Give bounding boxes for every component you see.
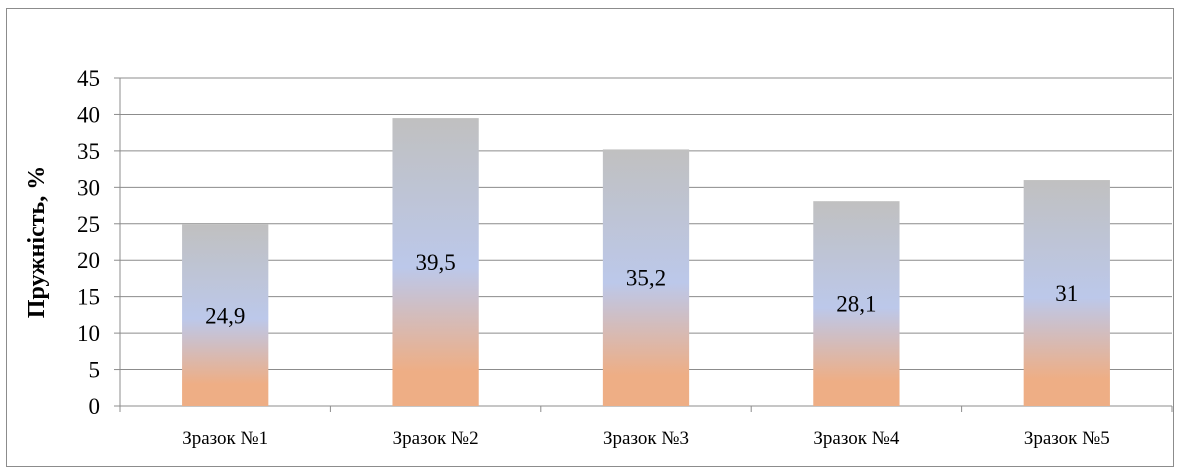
x-tick-label: Зразок №5 <box>1024 428 1110 449</box>
y-tick-label: 35 <box>77 139 100 164</box>
data-label: 31 <box>1055 281 1078 306</box>
data-label: 39,5 <box>415 250 455 275</box>
data-label: 24,9 <box>205 303 245 328</box>
y-tick-label: 40 <box>77 102 100 127</box>
data-label: 28,1 <box>836 292 876 317</box>
y-tick-label: 0 <box>89 394 101 419</box>
y-tick-label: 15 <box>77 285 100 310</box>
bar <box>1023 180 1110 406</box>
y-tick-label: 10 <box>77 321 100 346</box>
y-tick-label: 30 <box>77 175 100 200</box>
bar <box>392 118 479 406</box>
bar <box>813 201 900 406</box>
y-axis-title: Пружність, % <box>24 166 50 318</box>
data-labels: 24,9 39,5 35,2 28,1 31 <box>205 250 1078 328</box>
data-label: 35,2 <box>626 266 666 291</box>
y-tick-label: 25 <box>77 212 100 237</box>
bar <box>182 224 269 406</box>
y-tick-label: 45 <box>77 66 100 91</box>
x-tick-label: Зразок №3 <box>603 428 689 449</box>
bar <box>602 149 690 407</box>
y-tick-label: 20 <box>77 248 100 273</box>
x-tick-labels: Зразок №1 Зразок №2 Зразок №3 Зразок №4 Зраз… <box>182 428 1110 449</box>
x-tick-label: Зразок №4 <box>813 428 899 449</box>
bars <box>182 118 1110 407</box>
y-tick-labels: 0 5 10 15 20 25 30 35 40 45 <box>77 66 100 419</box>
x-tick-label: Зразок №2 <box>393 428 479 449</box>
x-tick-label: Зразок №1 <box>182 428 268 449</box>
y-tick-label: 5 <box>89 358 101 383</box>
